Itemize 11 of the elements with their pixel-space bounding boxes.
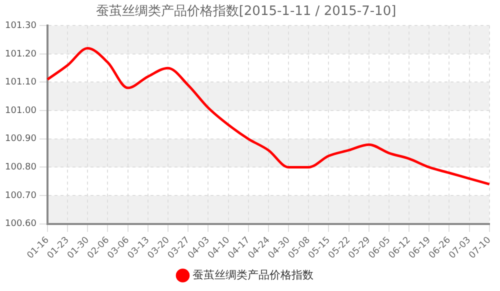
legend-label: 蚕茧丝绸类产品价格指数 [192,268,314,282]
y-tick-label: 101.00 [4,106,37,116]
y-tick-label: 100.80 [4,162,37,173]
y-tick-label: 101.30 [4,20,37,31]
chart-title: 蚕茧丝绸类产品价格指数[2015-1-11 / 2015-7-10] [96,4,396,20]
y-tick-label: 100.70 [4,190,37,201]
line-series [46,47,491,186]
y-tick-label: 100.90 [4,134,37,144]
y-tick-label: 101.10 [4,78,37,88]
y-tick-label: 101.20 [4,49,37,60]
y-tick-label: 100.60 [4,219,37,230]
